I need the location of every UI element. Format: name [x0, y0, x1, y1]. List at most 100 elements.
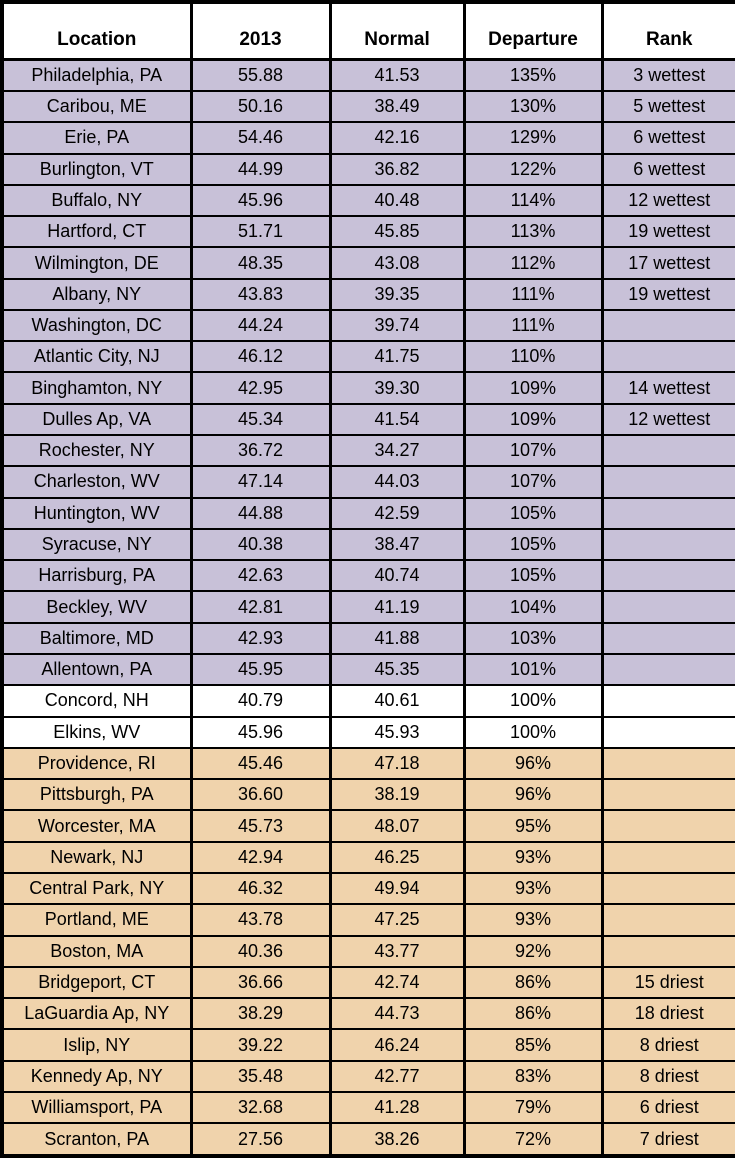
- cell-normal: 48.07: [328, 809, 466, 843]
- cell-location: Pittsburgh, PA: [0, 778, 193, 812]
- cell-departure: 92%: [462, 934, 604, 968]
- cell-departure: 109%: [462, 371, 604, 405]
- cell-value-2013: 40.79: [189, 684, 332, 718]
- cell-rank: [600, 778, 735, 812]
- cell-value-2013: 55.88: [189, 58, 332, 92]
- cell-normal: 42.16: [328, 121, 466, 155]
- cell-location: Allentown, PA: [0, 653, 193, 687]
- cell-rank: [600, 496, 735, 530]
- table-row: Central Park, NY 46.32 49.94 93%: [0, 871, 735, 906]
- table-row: Harrisburg, PA 42.63 40.74 105%: [0, 559, 735, 593]
- cell-value-2013: 43.83: [189, 277, 332, 311]
- cell-location: Rochester, NY: [0, 434, 193, 468]
- cell-location: Washington, DC: [0, 308, 193, 343]
- cell-location: Syracuse, NY: [0, 527, 193, 562]
- cell-departure: 85%: [462, 1028, 604, 1062]
- cell-rank: 6 wettest: [600, 152, 735, 186]
- cell-value-2013: 32.68: [189, 1090, 332, 1125]
- cell-location: Boston, MA: [0, 934, 193, 968]
- table-row: Binghamton, NY 42.95 39.30 109% 14 wettest: [0, 371, 735, 405]
- cell-rank: 6 driest: [600, 1090, 735, 1125]
- table-row: Beckley, WV 42.81 41.19 104%: [0, 590, 735, 624]
- cell-departure: 100%: [462, 715, 604, 749]
- cell-rank: 3 wettest: [600, 58, 735, 92]
- cell-departure: 103%: [462, 621, 604, 656]
- cell-location: Charleston, WV: [0, 465, 193, 499]
- cell-departure: 107%: [462, 434, 604, 468]
- cell-value-2013: 45.96: [189, 715, 332, 749]
- cell-departure: 105%: [462, 496, 604, 530]
- cell-value-2013: 48.35: [189, 246, 332, 280]
- column-header-rank: Rank: [600, 0, 735, 61]
- cell-value-2013: 43.78: [189, 903, 332, 937]
- table-row: Philadelphia, PA 55.88 41.53 135% 3 wettest: [0, 58, 735, 92]
- cell-normal: 41.75: [328, 340, 466, 374]
- cell-location: Williamsport, PA: [0, 1090, 193, 1125]
- cell-rank: [600, 934, 735, 968]
- cell-rank: 18 driest: [600, 997, 735, 1031]
- cell-normal: 47.18: [328, 746, 466, 781]
- column-header-normal: Normal: [328, 0, 466, 61]
- cell-value-2013: 51.71: [189, 215, 332, 249]
- cell-departure: 104%: [462, 590, 604, 624]
- table-row: Newark, NJ 42.94 46.25 93%: [0, 840, 735, 874]
- cell-location: Worcester, MA: [0, 809, 193, 843]
- cell-departure: 83%: [462, 1059, 604, 1093]
- cell-rank: 15 driest: [600, 965, 735, 1000]
- table-row: Worcester, MA 45.73 48.07 95%: [0, 809, 735, 843]
- cell-normal: 49.94: [328, 871, 466, 906]
- table-row: Rochester, NY 36.72 34.27 107%: [0, 434, 735, 468]
- cell-normal: 44.73: [328, 997, 466, 1031]
- column-header-location: Location: [0, 0, 193, 61]
- cell-normal: 41.54: [328, 402, 466, 437]
- cell-location: Islip, NY: [0, 1028, 193, 1062]
- cell-normal: 42.77: [328, 1059, 466, 1093]
- table-row: Caribou, ME 50.16 38.49 130% 5 wettest: [0, 89, 735, 124]
- cell-normal: 46.24: [328, 1028, 466, 1062]
- table-row: Huntington, WV 44.88 42.59 105%: [0, 496, 735, 530]
- cell-value-2013: 36.72: [189, 434, 332, 468]
- cell-location: Concord, NH: [0, 684, 193, 718]
- table-row: Charleston, WV 47.14 44.03 107%: [0, 465, 735, 499]
- cell-rank: 19 wettest: [600, 215, 735, 249]
- table-row: Islip, NY 39.22 46.24 85% 8 driest: [0, 1028, 735, 1062]
- cell-value-2013: 47.14: [189, 465, 332, 499]
- cell-departure: 86%: [462, 965, 604, 1000]
- cell-departure: 107%: [462, 465, 604, 499]
- table-row: Burlington, VT 44.99 36.82 122% 6 wettest: [0, 152, 735, 186]
- cell-departure: 105%: [462, 559, 604, 593]
- cell-rank: [600, 715, 735, 749]
- cell-location: Portland, ME: [0, 903, 193, 937]
- cell-normal: 41.28: [328, 1090, 466, 1125]
- cell-location: Bridgeport, CT: [0, 965, 193, 1000]
- cell-value-2013: 45.73: [189, 809, 332, 843]
- cell-departure: 135%: [462, 58, 604, 92]
- cell-location: Buffalo, NY: [0, 183, 193, 218]
- cell-location: Newark, NJ: [0, 840, 193, 874]
- table-row: Allentown, PA 45.95 45.35 101%: [0, 653, 735, 687]
- table-row: Albany, NY 43.83 39.35 111% 19 wettest: [0, 277, 735, 311]
- cell-location: Caribou, ME: [0, 89, 193, 124]
- cell-location: Harrisburg, PA: [0, 559, 193, 593]
- table-row: Washington, DC 44.24 39.74 111%: [0, 308, 735, 343]
- cell-departure: 109%: [462, 402, 604, 437]
- cell-value-2013: 45.96: [189, 183, 332, 218]
- table-row: Syracuse, NY 40.38 38.47 105%: [0, 527, 735, 562]
- cell-normal: 42.59: [328, 496, 466, 530]
- cell-value-2013: 27.56: [189, 1122, 332, 1158]
- cell-location: Central Park, NY: [0, 871, 193, 906]
- cell-departure: 79%: [462, 1090, 604, 1125]
- cell-rank: [600, 746, 735, 781]
- table-row: Boston, MA 40.36 43.77 92%: [0, 934, 735, 968]
- cell-rank: [600, 903, 735, 937]
- cell-rank: 7 driest: [600, 1122, 735, 1158]
- table-row: Buffalo, NY 45.96 40.48 114% 12 wettest: [0, 183, 735, 218]
- table-row: Concord, NH 40.79 40.61 100%: [0, 684, 735, 718]
- cell-normal: 41.53: [328, 58, 466, 92]
- cell-departure: 93%: [462, 840, 604, 874]
- cell-departure: 113%: [462, 215, 604, 249]
- cell-departure: 111%: [462, 308, 604, 343]
- table-row: Atlantic City, NJ 46.12 41.75 110%: [0, 340, 735, 374]
- cell-location: Elkins, WV: [0, 715, 193, 749]
- cell-normal: 45.93: [328, 715, 466, 749]
